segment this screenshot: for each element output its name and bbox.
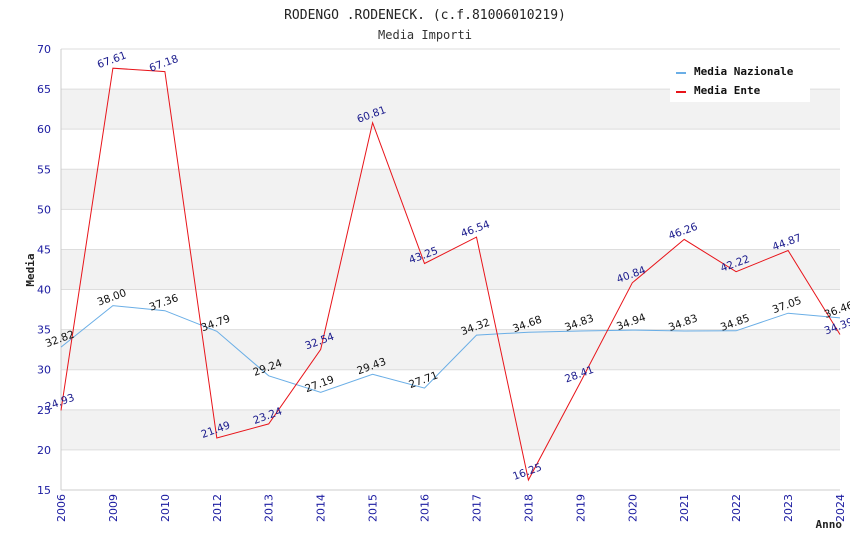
data-label-ente: 16.25 [511,461,543,483]
data-label-ente: 46.26 [667,221,700,243]
y-tick-label: 30 [37,364,51,377]
x-tick-label: 2010 [159,494,172,522]
legend: Media Nazionale Media Ente [670,60,810,102]
y-tick-label: 70 [37,43,51,56]
x-tick-label: 2009 [107,494,120,522]
y-tick-label: 35 [37,324,51,337]
x-axis-label: Anno [816,518,843,531]
legend-box [670,60,810,102]
chart-subtitle: Media Importi [378,28,472,42]
x-tick-label: 2019 [574,494,587,522]
grid-band [61,409,840,450]
y-tick-label: 45 [37,243,51,256]
x-tick-label: 2023 [782,494,795,522]
y-tick-label: 15 [37,484,51,497]
series-lines [60,67,841,482]
x-tick-label: 2012 [211,494,224,522]
y-tick-label: 55 [37,163,51,176]
y-tick-label: 50 [37,203,51,216]
legend-label-nazionale: Media Nazionale [694,65,794,78]
grid-lines [61,48,840,491]
x-tick-label: 2021 [678,494,691,522]
data-label-nazionale: 37.05 [771,295,803,317]
legend-label-ente: Media Ente [694,84,761,97]
axes [60,49,840,491]
y-axis-label: Media [24,253,37,286]
grid-bands [61,89,840,450]
y-tick-label: 65 [37,83,51,96]
x-tick-label: 2017 [470,494,483,522]
grid-band [61,169,840,210]
x-tick-label: 2024 [834,494,847,522]
x-tick-label: 2013 [263,494,276,522]
y-tick-label: 20 [37,444,51,457]
grid-band [61,329,840,370]
data-label-nazionale: 38.00 [96,287,128,309]
data-label-ente: 46.54 [459,218,492,240]
x-tick-label: 2016 [419,494,432,522]
x-tick-label: 2020 [626,494,639,522]
y-tick-label: 40 [37,284,51,297]
x-tick-label: 2015 [367,494,380,522]
series-line-media-nazionale [60,305,841,393]
y-tick-labels: 15 20 25 30 35 40 45 50 55 60 65 70 [37,43,51,497]
y-tick-label: 60 [37,123,51,136]
data-label-ente: 67.61 [96,50,128,72]
x-tick-label: 2014 [315,494,328,522]
chart-title: RODENGO .RODENECK. (c.f.81006010219) [284,8,566,23]
series-line-media-ente [60,67,841,482]
y-tick-label: 25 [37,404,51,417]
x-tick-label: 2022 [730,494,743,522]
x-tick-labels: 2006 2009 2010 2012 2013 2014 2015 2016 2017 2018… [55,494,847,522]
x-tick-label: 2006 [55,494,68,522]
x-tick-label: 2018 [522,494,535,522]
